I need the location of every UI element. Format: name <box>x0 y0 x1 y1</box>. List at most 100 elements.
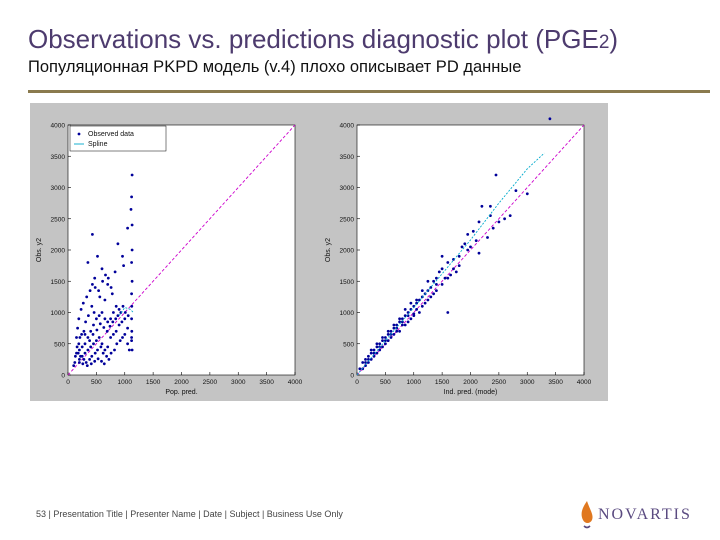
data-point <box>378 342 382 346</box>
chart-pop-pred: 0 500 1000 1500 2000 2500 3000 3500 4000 0 500 1000… <box>30 103 319 401</box>
charts-panel: 0 500 1000 1500 2000 2500 3000 3500 4000 0 500 1000… <box>30 103 608 401</box>
y-tick-label: 1000 <box>51 310 66 317</box>
y-tick-label: 3000 <box>51 185 66 192</box>
data-point <box>82 329 86 333</box>
data-point <box>548 117 552 121</box>
data-point <box>494 173 498 177</box>
data-point <box>108 324 112 328</box>
data-point <box>130 279 134 283</box>
data-point <box>508 214 512 217</box>
data-point <box>384 342 387 346</box>
data-point <box>76 326 79 330</box>
data-point <box>84 361 88 364</box>
identity-line <box>356 124 585 376</box>
legend-box <box>69 125 167 152</box>
data-point <box>92 323 95 327</box>
data-point <box>477 251 481 255</box>
chart-ind-pred: 0 500 1000 1500 2000 2500 3000 3500 4000 0 500 1000… <box>319 103 608 401</box>
data-point <box>466 248 470 252</box>
data-point <box>80 345 84 349</box>
slide-subtitle: Популяционная PKPD модель (v.4) плохо оп… <box>28 58 522 76</box>
data-point <box>480 204 484 208</box>
y-tick-label: 1500 <box>51 279 66 286</box>
chart-pop-pred-svg: 0 500 1000 1500 2000 2500 3000 3500 4000 0 500 1000… <box>36 123 303 397</box>
data-point <box>123 317 127 321</box>
x-tick-label: 2500 <box>203 379 218 386</box>
data-point <box>401 320 404 324</box>
data-point <box>77 317 81 321</box>
data-point <box>95 328 99 332</box>
data-point <box>121 254 124 258</box>
data-point <box>83 342 87 346</box>
data-point <box>392 333 396 336</box>
data-point <box>432 292 435 296</box>
data-point <box>113 270 117 274</box>
data-point <box>100 359 103 363</box>
y-tick-label: 4000 <box>51 123 66 130</box>
data-point <box>401 323 404 327</box>
logo-flame-icon <box>581 501 593 529</box>
data-point <box>460 245 464 249</box>
y-tick-label: 2000 <box>340 248 355 255</box>
data-point <box>126 326 129 330</box>
data-point <box>106 345 110 349</box>
x-tick-label: 4000 <box>288 379 303 386</box>
y-tick-label: 2500 <box>51 216 66 223</box>
data-point <box>525 192 529 196</box>
data-point <box>420 304 424 308</box>
data-point <box>78 336 82 339</box>
data-point <box>466 233 470 236</box>
y-axis-label: Obs. y2 <box>325 238 332 262</box>
data-point <box>103 298 107 302</box>
legend-entry: Spline <box>88 141 108 148</box>
data-point <box>76 351 80 355</box>
data-point <box>378 348 382 352</box>
data-point <box>102 326 106 329</box>
data-point <box>91 333 95 336</box>
data-point <box>91 283 94 286</box>
y-tick-label: 0 <box>61 373 65 380</box>
data-point <box>463 242 467 246</box>
x-tick-label: 2000 <box>463 379 478 386</box>
data-point <box>401 317 404 321</box>
data-point <box>97 336 101 339</box>
data-point <box>112 333 115 336</box>
data-point <box>130 339 133 342</box>
data-point <box>89 345 93 349</box>
data-point <box>88 339 91 342</box>
data-point <box>86 336 90 339</box>
data-point <box>89 329 93 333</box>
data-point <box>372 348 376 352</box>
data-point <box>392 323 396 327</box>
data-point <box>101 279 104 283</box>
data-point <box>514 189 518 192</box>
data-point <box>369 351 373 355</box>
data-point <box>78 348 81 352</box>
data-point <box>130 261 133 264</box>
data-point <box>403 314 407 317</box>
data-point <box>97 289 100 292</box>
data-point <box>79 354 82 358</box>
data-point <box>381 336 384 339</box>
data-point <box>435 283 438 286</box>
data-point <box>101 351 105 355</box>
data-point <box>106 283 110 286</box>
data-point <box>98 322 102 326</box>
data-point <box>85 364 89 367</box>
x-tick-label: 4000 <box>577 379 592 386</box>
title-divider <box>28 90 710 93</box>
data-point <box>437 270 441 274</box>
data-point <box>449 273 452 277</box>
data-point <box>497 220 501 224</box>
data-point <box>86 348 90 352</box>
data-point <box>116 314 120 317</box>
data-point <box>418 311 421 314</box>
data-point <box>395 329 399 333</box>
y-tick-label: 0 <box>350 373 354 380</box>
data-point <box>358 367 362 371</box>
data-point <box>85 295 89 299</box>
data-point <box>395 323 399 327</box>
data-point <box>88 358 91 361</box>
data-point <box>113 348 116 352</box>
data-point <box>103 348 107 352</box>
